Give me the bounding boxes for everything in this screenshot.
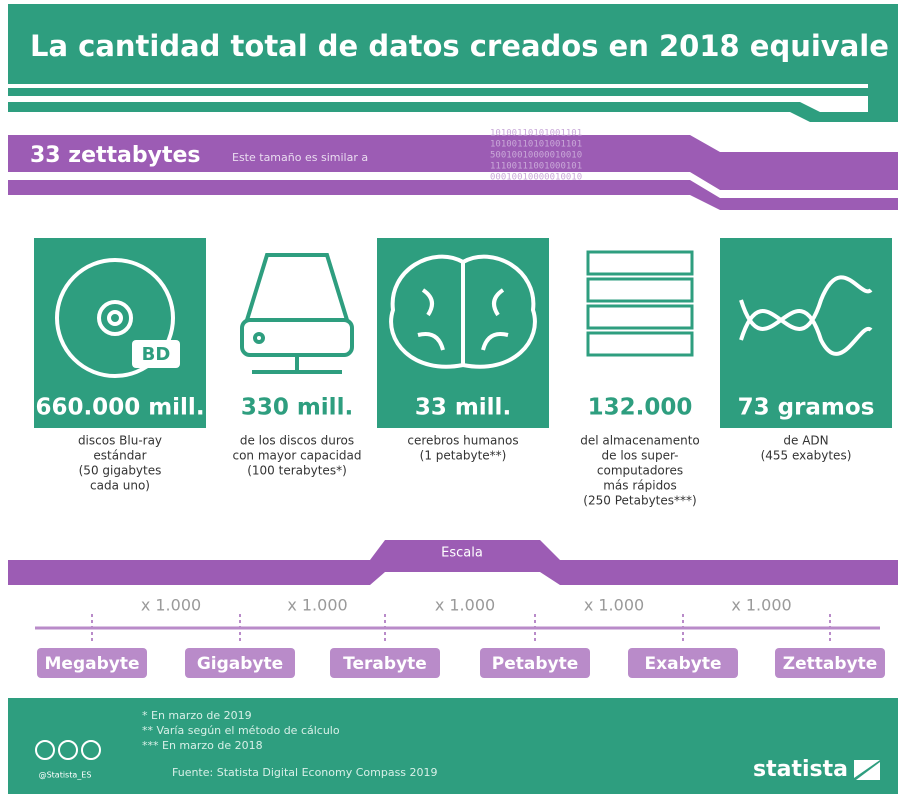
title: La cantidad total de datos creados en 20… — [30, 29, 906, 63]
bd-label: BD — [142, 344, 171, 365]
item-label: (250 Petabytes***) — [583, 494, 696, 508]
item-label: (1 petabyte**) — [420, 449, 507, 463]
drive — [247, 255, 347, 320]
item: 33 mill. cerebros humanos(1 petabyte**) — [377, 238, 549, 463]
item-label: de ADN — [783, 434, 828, 448]
multiplier: x 1.000 — [435, 596, 495, 615]
header-band — [868, 4, 898, 122]
drive-cable — [252, 355, 342, 372]
item-value: 132.000 — [588, 395, 693, 421]
multiplier: x 1.000 — [731, 596, 791, 615]
binary-line: 10100110101001101 — [490, 129, 582, 139]
unit-label: Megabyte — [45, 654, 140, 674]
items: BD 660.000 mill. discos Blu-rayestándar(50… — [34, 238, 892, 508]
item-value: 660.000 mill. — [35, 395, 204, 421]
item: 73 gramos de ADN(455 exabytes) — [720, 238, 892, 463]
item-label: (100 terabytes*) — [247, 464, 347, 478]
headline-text: Este tamaño es similar a — [232, 151, 368, 164]
item-label: del almacenamento — [580, 434, 700, 448]
item-label: discos Blu-ray — [78, 434, 162, 448]
item-label: estándar — [93, 449, 146, 463]
icon — [242, 255, 352, 372]
server-rack — [588, 306, 692, 328]
note: ** Varía según el método de cálculo — [142, 724, 340, 737]
item-label: (50 gigabytes — [79, 464, 162, 478]
item-label: más rápidos — [603, 479, 677, 493]
item-label: cerebros humanos — [407, 434, 518, 448]
server-rack — [588, 333, 692, 355]
source: Fuente: Statista Digital Economy Compass… — [172, 766, 438, 779]
brand: statista — [753, 757, 848, 782]
unit-label: Zettabyte — [783, 654, 878, 674]
header-stripe — [8, 102, 868, 122]
item-value: 330 mill. — [241, 395, 353, 421]
item: BD 660.000 mill. discos Blu-rayestándar(50… — [34, 238, 206, 493]
item-label: (455 exabytes) — [761, 449, 852, 463]
header-stripe — [8, 88, 868, 96]
handle: @Statista_ES — [39, 771, 92, 780]
note: *** En marzo de 2018 — [142, 739, 263, 752]
item-label: de los super- — [602, 449, 679, 463]
scale: Megabyte Gigabyte Terabyte Petabyte Exabyte Z… — [37, 596, 885, 679]
item-label: computadores — [597, 464, 683, 478]
drive — [242, 320, 352, 355]
binary-line: 50010010000010010 — [490, 151, 582, 161]
scale-title: Escala — [441, 546, 483, 561]
binary-line: 10100110101001101 — [490, 140, 582, 150]
item-value: 73 gramos — [738, 395, 875, 421]
icon — [588, 252, 692, 355]
item-label: cada uno) — [90, 479, 150, 493]
unit-label: Terabyte — [343, 654, 427, 674]
drive-led — [255, 334, 263, 342]
unit-label: Gigabyte — [197, 654, 283, 674]
multiplier: x 1.000 — [584, 596, 644, 615]
item-label: con mayor capacidad — [232, 449, 361, 463]
server-rack — [588, 252, 692, 274]
multiplier: x 1.000 — [141, 596, 201, 615]
headline-amount: 33 zettabytes — [30, 143, 201, 168]
server-rack — [588, 279, 692, 301]
infographic: La cantidad total de datos creados en 20… — [0, 0, 906, 794]
multiplier: x 1.000 — [287, 596, 347, 615]
binary-deco: 1010011010100110110100110101001101500100… — [490, 129, 582, 183]
item-value: 33 mill. — [415, 395, 511, 421]
item-label: de los discos duros — [240, 434, 354, 448]
note: * En marzo de 2019 — [142, 709, 252, 722]
unit-label: Petabyte — [492, 654, 579, 674]
binary-line: 11100111001000101 — [490, 162, 582, 172]
unit-label: Exabyte — [645, 654, 722, 674]
binary-line: 00010010000010010 — [490, 173, 582, 183]
